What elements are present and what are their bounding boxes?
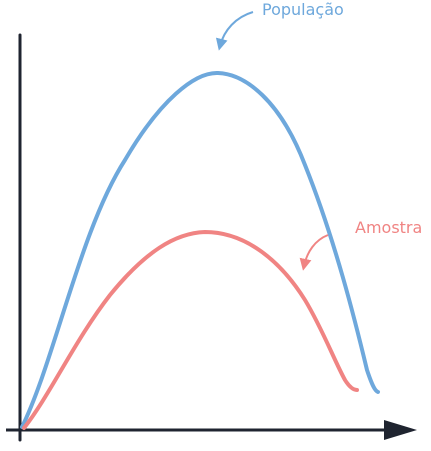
sample-label-arrow (299, 234, 329, 271)
x-axis-arrowhead (384, 420, 417, 440)
sample-curve (22, 230, 359, 430)
axes (6, 33, 417, 442)
population-curve (20, 70, 380, 429)
population-label-arrow (215, 11, 254, 51)
population-label: População (262, 0, 344, 19)
sample-label: Amostra (355, 218, 422, 237)
